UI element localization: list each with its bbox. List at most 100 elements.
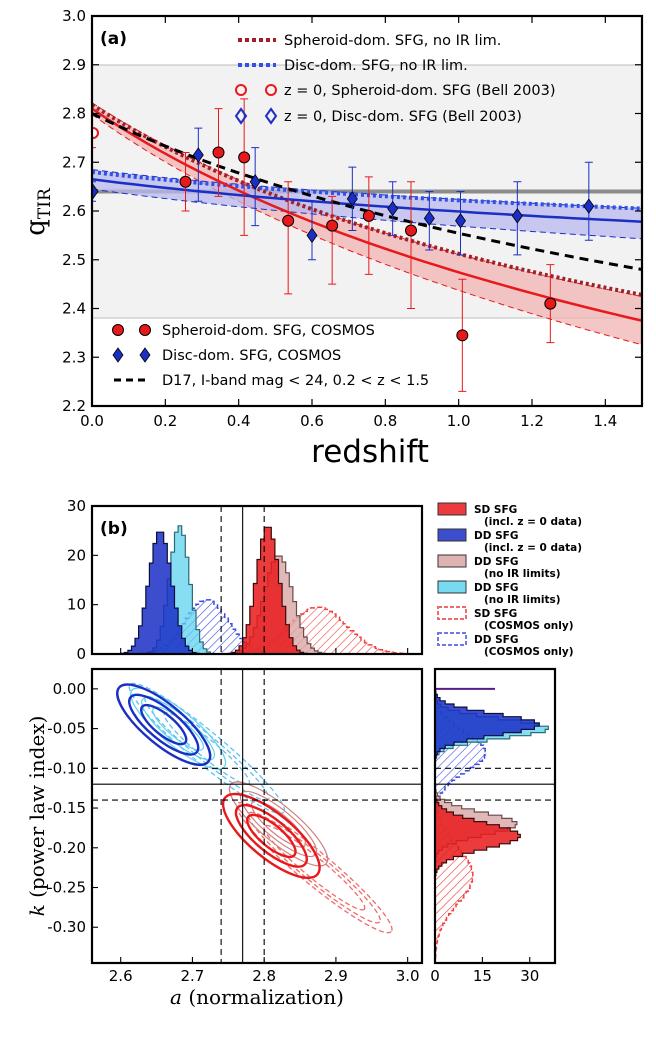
y-tick-label: -0.05 bbox=[47, 720, 86, 738]
x-tick-label: 2.6 bbox=[109, 967, 133, 985]
data-point-spheroid bbox=[456, 329, 469, 342]
x-tick-label: 0.4 bbox=[227, 412, 251, 430]
data-point-disc bbox=[455, 213, 466, 229]
legend-label: D17, I-band mag < 24, 0.2 < z < 1.5 bbox=[162, 373, 429, 389]
y-tick-label: 2.2 bbox=[62, 397, 86, 415]
legend-swatch bbox=[437, 528, 467, 542]
side-hist-x-tick-label: 15 bbox=[473, 967, 492, 985]
contour-dd bbox=[128, 693, 200, 756]
legend-swatch bbox=[437, 580, 467, 594]
side-histogram bbox=[435, 669, 518, 963]
panel-a: 0.0 0.2 0.4 0.6 0.8 1.0 1.2 1.4 2.2 2.3 2.4 2.5 2.6 2… bbox=[21, 7, 644, 470]
top-histogram bbox=[92, 531, 422, 654]
side-hist-x-tick-label: 0 bbox=[430, 967, 440, 985]
contour-dd bbox=[140, 703, 188, 746]
y-tick-label: 2.9 bbox=[62, 56, 86, 74]
legend-marker-diamond bbox=[264, 107, 278, 125]
legend-label: DD SFG bbox=[474, 556, 518, 568]
legend-sublabel: (COSMOS only) bbox=[484, 646, 574, 658]
data-point-disc bbox=[583, 198, 595, 214]
y-tick-label: -0.15 bbox=[47, 799, 86, 817]
y-tick-label: 2.5 bbox=[62, 251, 86, 269]
top-hist-y-tick-label: 10 bbox=[67, 596, 86, 614]
y-tick-label: 2.8 bbox=[62, 105, 86, 123]
data-point-disc bbox=[423, 210, 435, 227]
contour-dd bbox=[116, 683, 212, 766]
legend-sublabel: (incl. z = 0 data) bbox=[484, 542, 582, 554]
y-tick-label: 2.3 bbox=[62, 348, 86, 366]
data-point-spheroid bbox=[212, 146, 225, 159]
legend-label: z = 0, Disc-dom. SFG (Bell 2003) bbox=[284, 109, 522, 125]
legend-swatch bbox=[437, 606, 467, 620]
side-hist-x-tick-label: 30 bbox=[520, 967, 539, 985]
x-tick-label: 2.7 bbox=[181, 967, 205, 985]
y-axis-label: k (power law index) bbox=[25, 716, 49, 917]
top-hist-y-tick-label: 30 bbox=[67, 497, 86, 515]
data-point-disc bbox=[249, 174, 261, 190]
contour-sd-cosmos bbox=[247, 811, 381, 924]
x-axis-label: a (normalization) bbox=[170, 985, 344, 1009]
top-hist-y-tick-label: 20 bbox=[67, 546, 86, 564]
data-point-spheroid bbox=[282, 214, 295, 227]
x-tick-label: 2.8 bbox=[252, 967, 276, 985]
legend-label: DD SFG bbox=[474, 530, 518, 542]
panel-a-label: (a) bbox=[100, 29, 127, 49]
legend-marker-diamond bbox=[139, 347, 151, 363]
contour-sd bbox=[234, 804, 308, 868]
y-tick-label: 2.4 bbox=[62, 300, 86, 318]
side-histogram bbox=[435, 669, 521, 963]
y-tick-label: 3.0 bbox=[62, 7, 86, 25]
legend-swatch bbox=[437, 554, 467, 568]
legend-sublabel: (no IR limits) bbox=[484, 594, 561, 606]
legend-marker-circle bbox=[265, 84, 277, 96]
side-histogram-frame bbox=[433, 667, 557, 965]
x-tick-label: 0.2 bbox=[153, 412, 177, 430]
data-point-disc bbox=[192, 147, 204, 163]
legend-label: SD SFG bbox=[474, 504, 517, 516]
x-axis-label: redshift bbox=[311, 434, 429, 470]
x-tick-label: 2.9 bbox=[324, 967, 348, 985]
legend-label: Spheroid-dom. SFG, no IR lim. bbox=[284, 33, 501, 49]
y-tick-label: -0.10 bbox=[47, 759, 86, 777]
panel-b-label: (b) bbox=[100, 519, 128, 539]
data-point-disc bbox=[306, 227, 318, 244]
panel-b: (b) 2.6 2.7 2.8 2.9 3.0 0.00 -0.05 -0.10 -0.15 -0… bbox=[25, 497, 582, 1009]
y-tick-label: -0.25 bbox=[47, 879, 86, 897]
contour-sd-cosmos bbox=[263, 824, 366, 911]
y-tick-label: 2.7 bbox=[62, 153, 86, 171]
x-tick-label: 3.0 bbox=[396, 967, 420, 985]
contour-dd-noir bbox=[130, 687, 227, 770]
x-tick-label: 0.6 bbox=[300, 412, 324, 430]
legend-marker-diamond bbox=[234, 107, 248, 125]
data-point-disc bbox=[387, 200, 399, 217]
side-histogram bbox=[435, 669, 540, 963]
disc-band-lower bbox=[92, 188, 642, 240]
y-axis-label: qTIR bbox=[21, 187, 55, 236]
contour-frame bbox=[90, 667, 424, 965]
data-point-spheroid bbox=[362, 209, 375, 222]
x-tick-label: 1.2 bbox=[520, 412, 544, 430]
legend-label: DD SFG bbox=[474, 634, 518, 646]
x-tick-label: 1.0 bbox=[447, 412, 471, 430]
contour-sd-noir bbox=[250, 800, 307, 848]
data-point-disc bbox=[511, 208, 523, 224]
legend-label: Disc-dom. SFG, no IR lim. bbox=[284, 58, 468, 74]
legend-marker-circle bbox=[112, 324, 124, 336]
contour-sd bbox=[221, 792, 321, 880]
top-histogram-frame bbox=[90, 504, 424, 656]
x-tick-label: 1.4 bbox=[593, 412, 617, 430]
data-point-disc bbox=[346, 191, 358, 207]
top-histogram bbox=[92, 526, 422, 654]
y-tick-label: -0.20 bbox=[47, 839, 86, 857]
y-tick-label: 2.6 bbox=[62, 202, 86, 220]
legend-sublabel: (no IR limits) bbox=[484, 568, 561, 580]
y-tick-label: 0.00 bbox=[53, 680, 86, 698]
top-hist-y-tick-label: 0 bbox=[76, 645, 86, 663]
data-point-spheroid bbox=[179, 175, 192, 188]
legend-marker-circle bbox=[235, 84, 247, 96]
spheroid-fit-band bbox=[92, 102, 642, 345]
legend-b: SD SFG(incl. z = 0 data)DD SFG(incl. z =… bbox=[437, 502, 582, 658]
contour-sd-cosmos bbox=[236, 801, 393, 934]
x-tick-label: 0.8 bbox=[373, 412, 397, 430]
